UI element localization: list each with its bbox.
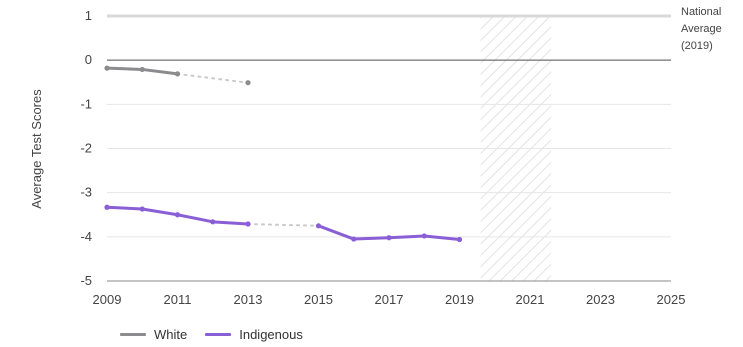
series-gap-indigenous <box>247 223 320 227</box>
y-tick-label-3: -2 <box>80 141 92 156</box>
data-point-white-2 <box>174 71 181 77</box>
x-tick-label-7: 2023 <box>586 292 615 307</box>
series-gap-white <box>176 72 249 84</box>
data-point-indigenous-3 <box>210 219 216 225</box>
y-tick-label-6: -5 <box>80 273 92 288</box>
legend-swatch-indigenous <box>205 333 232 336</box>
data-point-indigenous-9 <box>456 236 463 243</box>
legend-item-indigenous: Indigenous <box>205 327 303 342</box>
y-tick-label-1: 0 <box>85 52 92 67</box>
reference-label-line-2: Average <box>681 23 722 35</box>
y-axis-label: Average Test Scores <box>29 89 44 209</box>
data-point-indigenous-0 <box>104 204 110 210</box>
data-point-indigenous-8 <box>421 233 427 239</box>
reference-label-line-3: (2019) <box>681 40 713 52</box>
y-tick-label-5: -4 <box>80 229 92 244</box>
x-tick-label-3: 2015 <box>304 292 333 307</box>
x-tick-label-1: 2011 <box>164 292 192 307</box>
x-tick-label-8: 2025 <box>657 292 686 307</box>
data-point-indigenous-5 <box>315 223 322 229</box>
data-point-white-1 <box>139 66 145 73</box>
y-tick-label-2: -1 <box>80 96 92 111</box>
y-tick-label-4: -3 <box>80 185 92 200</box>
x-tick-label-0: 2009 <box>93 292 122 307</box>
data-point-indigenous-4 <box>245 221 251 227</box>
legend-label-indigenous: Indigenous <box>239 327 303 342</box>
y-tick-label-0: 1 <box>85 8 92 23</box>
x-tick-label-5: 2019 <box>445 292 474 307</box>
data-point-white-0 <box>104 65 110 71</box>
data-point-indigenous-6 <box>351 236 357 242</box>
x-tick-label-6: 2021 <box>516 292 545 307</box>
reference-label-line-1: National <box>681 6 721 18</box>
legend-label-white: White <box>154 327 188 342</box>
data-point-indigenous-7 <box>386 235 392 241</box>
x-tick-label-4: 2017 <box>375 292 404 307</box>
data-point-white-3 <box>245 80 251 86</box>
data-point-indigenous-1 <box>139 206 145 212</box>
data-point-indigenous-2 <box>174 212 181 218</box>
legend-swatch-white <box>120 333 146 336</box>
legend: White Indigenous <box>120 327 321 342</box>
x-tick-label-2: 2013 <box>234 292 263 307</box>
legend-item-white: White <box>120 327 187 342</box>
